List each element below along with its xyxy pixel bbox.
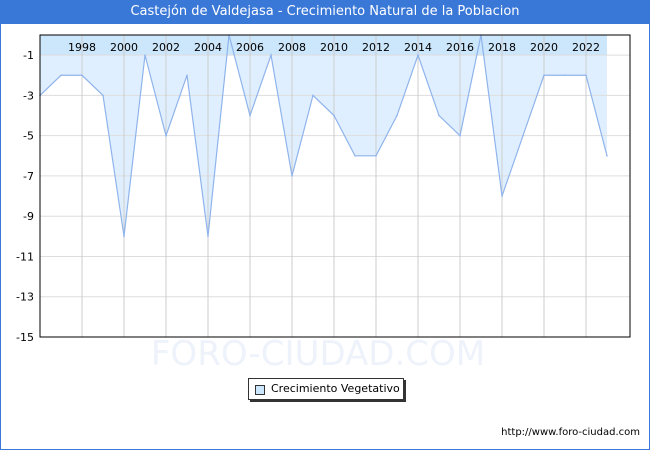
data-point: [606, 155, 608, 157]
y-tick-label: -1: [23, 49, 34, 62]
data-point: [81, 74, 83, 77]
x-tick-label: 2020: [530, 41, 558, 54]
data-point: [291, 175, 293, 177]
data-point: [249, 114, 251, 117]
x-tick-label: 2018: [488, 41, 516, 54]
data-point: [123, 235, 125, 238]
x-tick-label: 2002: [152, 41, 180, 54]
x-tick-label: 2012: [362, 41, 390, 54]
plot-border: [39, 34, 631, 338]
legend-label: Crecimiento Vegetativo: [271, 382, 400, 395]
data-point: [165, 134, 167, 137]
series-line: [39, 34, 608, 237]
x-tick-label: 2004: [194, 41, 222, 54]
data-point: [396, 114, 398, 117]
data-point: [102, 94, 104, 97]
x-tick-label: 1998: [68, 41, 96, 54]
data-point: [312, 94, 314, 97]
data-point: [564, 74, 566, 77]
data-point: [417, 54, 419, 56]
x-tick-label: 2000: [110, 41, 138, 54]
data-point: [438, 114, 440, 117]
data-point: [522, 134, 524, 137]
x-tick-label: 2016: [446, 41, 474, 54]
chart-title: Castejón de Valdejasa - Crecimiento Natu…: [0, 0, 650, 24]
area-fill: [40, 35, 607, 237]
y-tick-label: -3: [23, 89, 34, 102]
footer-url[interactable]: http://www.foro-ciudad.com: [501, 427, 640, 438]
data-point: [333, 114, 335, 117]
y-tick-label: -11: [16, 250, 34, 263]
x-tick-label: 2006: [236, 41, 264, 54]
x-tick-label: 2008: [278, 41, 306, 54]
data-point: [207, 235, 209, 238]
data-point: [375, 155, 377, 157]
data-point: [60, 74, 62, 77]
legend-swatch: [255, 385, 265, 395]
data-point: [543, 74, 545, 77]
data-point: [270, 54, 272, 56]
data-point: [186, 74, 188, 77]
legend: Crecimiento Vegetativo: [248, 378, 404, 400]
data-point: [459, 134, 461, 137]
y-tick-label: -15: [16, 331, 34, 344]
data-point: [585, 74, 587, 77]
y-tick-label: -9: [23, 210, 34, 223]
x-tick-label: 2014: [404, 41, 432, 54]
y-tick-label: -7: [23, 170, 34, 183]
y-tick-label: -5: [23, 130, 34, 143]
x-tick-label: 2022: [572, 41, 600, 54]
y-tick-label: -13: [16, 291, 34, 304]
data-point: [501, 195, 503, 197]
data-point: [354, 155, 356, 157]
data-point: [144, 54, 146, 56]
top-band: [40, 35, 607, 56]
watermark: FORO-CIUDAD.COM: [151, 334, 485, 374]
x-tick-label: 2010: [320, 41, 348, 54]
